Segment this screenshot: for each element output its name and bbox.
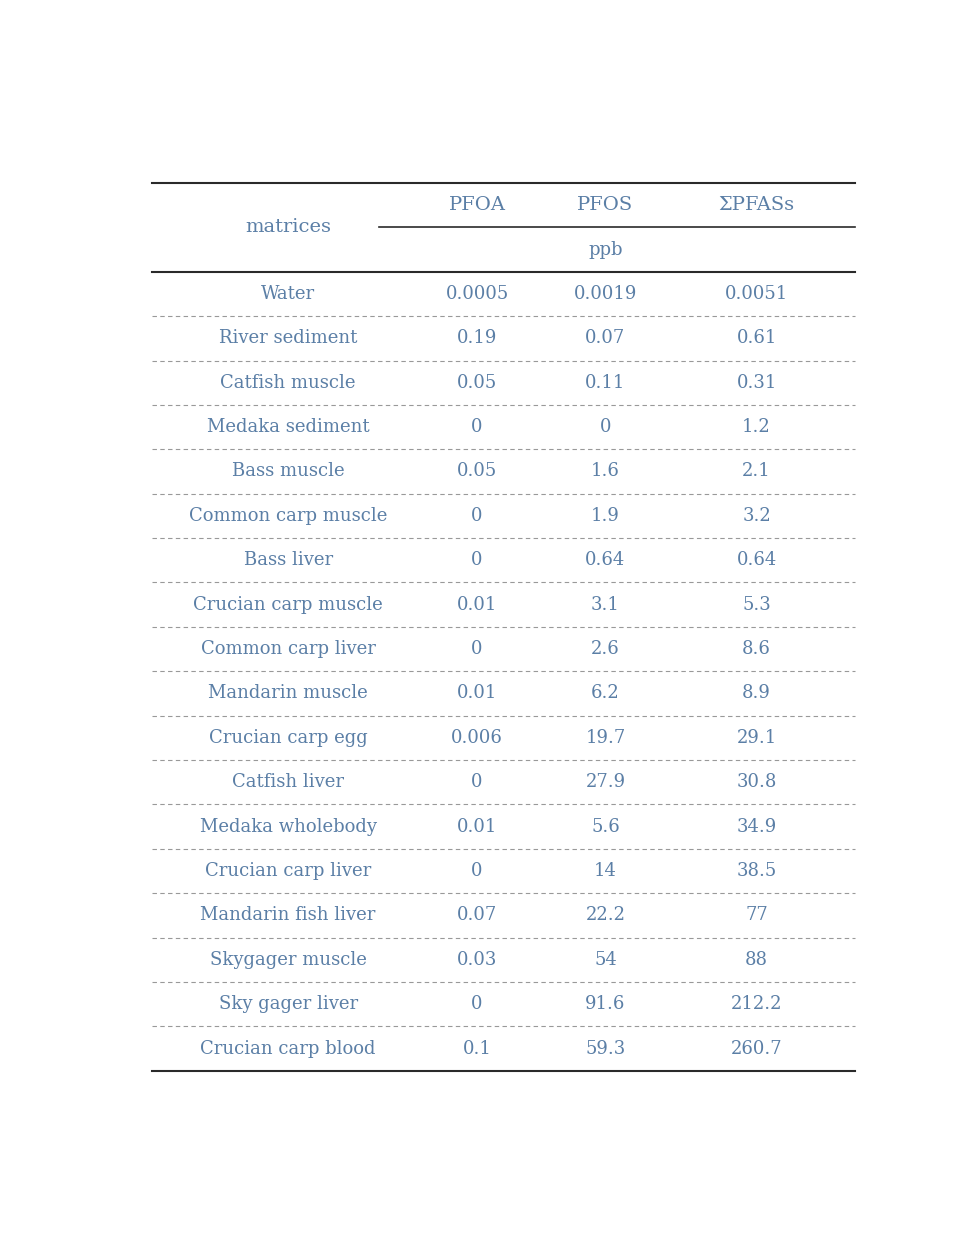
Text: 0: 0 <box>471 418 483 436</box>
Text: 0.0019: 0.0019 <box>573 285 638 303</box>
Text: Medaka sediment: Medaka sediment <box>207 418 370 436</box>
Text: 0: 0 <box>471 552 483 569</box>
Text: Bass muscle: Bass muscle <box>232 462 344 481</box>
Text: 22.2: 22.2 <box>585 906 626 924</box>
Text: 0.01: 0.01 <box>457 818 497 835</box>
Text: 5.3: 5.3 <box>742 595 771 614</box>
Text: Crucian carp egg: Crucian carp egg <box>209 728 368 747</box>
Text: Water: Water <box>261 285 315 303</box>
Text: 0.05: 0.05 <box>457 374 497 392</box>
Text: 0: 0 <box>471 640 483 659</box>
Text: PFOA: PFOA <box>448 197 505 214</box>
Text: Common carp muscle: Common carp muscle <box>189 507 387 525</box>
Text: 0: 0 <box>471 507 483 525</box>
Text: 0: 0 <box>471 773 483 792</box>
Text: Crucian carp blood: Crucian carp blood <box>201 1040 376 1057</box>
Text: 0.05: 0.05 <box>457 462 497 481</box>
Text: Mandarin fish liver: Mandarin fish liver <box>201 906 375 924</box>
Text: 0.01: 0.01 <box>457 685 497 702</box>
Text: Mandarin muscle: Mandarin muscle <box>209 685 368 702</box>
Text: 0: 0 <box>600 418 611 436</box>
Text: 30.8: 30.8 <box>736 773 777 792</box>
Text: 6.2: 6.2 <box>591 685 620 702</box>
Text: PFOS: PFOS <box>577 197 634 214</box>
Text: 27.9: 27.9 <box>585 773 626 792</box>
Text: ΣPFASs: ΣPFASs <box>719 197 795 214</box>
Text: 77: 77 <box>745 906 768 924</box>
Text: 260.7: 260.7 <box>731 1040 782 1057</box>
Text: 8.6: 8.6 <box>742 640 771 659</box>
Text: 2.1: 2.1 <box>742 462 771 481</box>
Text: 54: 54 <box>594 951 617 969</box>
Text: 0.31: 0.31 <box>736 374 777 392</box>
Text: 3.2: 3.2 <box>742 507 771 525</box>
Text: 0.0051: 0.0051 <box>725 285 788 303</box>
Text: Crucian carp liver: Crucian carp liver <box>205 862 371 880</box>
Text: 0.64: 0.64 <box>736 552 777 569</box>
Text: Skygager muscle: Skygager muscle <box>210 951 367 969</box>
Text: 0.07: 0.07 <box>457 906 497 924</box>
Text: River sediment: River sediment <box>219 330 357 347</box>
Text: 19.7: 19.7 <box>585 728 626 747</box>
Text: 38.5: 38.5 <box>736 862 777 880</box>
Text: 59.3: 59.3 <box>585 1040 626 1057</box>
Text: 3.1: 3.1 <box>591 595 620 614</box>
Text: ppb: ppb <box>588 240 623 259</box>
Text: 0.61: 0.61 <box>736 330 777 347</box>
Text: 5.6: 5.6 <box>591 818 620 835</box>
Text: 0.01: 0.01 <box>457 595 497 614</box>
Text: Medaka wholebody: Medaka wholebody <box>200 818 376 835</box>
Text: 0.11: 0.11 <box>585 374 626 392</box>
Text: 0: 0 <box>471 995 483 1013</box>
Text: 0: 0 <box>471 862 483 880</box>
Text: 14: 14 <box>594 862 617 880</box>
Text: 88: 88 <box>745 951 768 969</box>
Text: 2.6: 2.6 <box>591 640 620 659</box>
Text: Sky gager liver: Sky gager liver <box>218 995 358 1013</box>
Text: 0.64: 0.64 <box>585 552 626 569</box>
Text: 1.2: 1.2 <box>742 418 771 436</box>
Text: 0.1: 0.1 <box>462 1040 491 1057</box>
Text: 91.6: 91.6 <box>585 995 626 1013</box>
Text: Crucian carp muscle: Crucian carp muscle <box>193 595 383 614</box>
Text: 0.03: 0.03 <box>457 951 497 969</box>
Text: 1.9: 1.9 <box>591 507 620 525</box>
Text: 0.19: 0.19 <box>457 330 497 347</box>
Text: 0.07: 0.07 <box>585 330 626 347</box>
Text: 212.2: 212.2 <box>731 995 782 1013</box>
Text: Common carp liver: Common carp liver <box>201 640 375 659</box>
Text: Catfish muscle: Catfish muscle <box>220 374 356 392</box>
Text: 0.006: 0.006 <box>451 728 503 747</box>
Text: 1.6: 1.6 <box>591 462 620 481</box>
Text: 0.0005: 0.0005 <box>446 285 509 303</box>
Text: Bass liver: Bass liver <box>244 552 332 569</box>
Text: matrices: matrices <box>245 218 332 237</box>
Text: 8.9: 8.9 <box>742 685 771 702</box>
Text: 29.1: 29.1 <box>736 728 777 747</box>
Text: 34.9: 34.9 <box>736 818 777 835</box>
Text: Catfish liver: Catfish liver <box>232 773 344 792</box>
